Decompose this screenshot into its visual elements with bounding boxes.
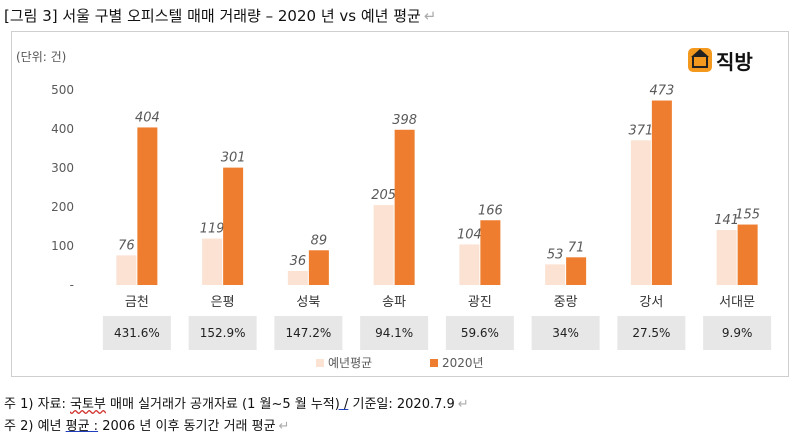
bar-2020 — [308, 250, 329, 285]
data-label: 205 — [371, 188, 396, 203]
data-label: 141 — [714, 213, 739, 228]
percent-label: 59.6% — [461, 326, 499, 340]
percent-box — [274, 316, 343, 350]
y-tick-label: 100 — [51, 239, 74, 253]
data-label: 104 — [457, 227, 482, 242]
legend-label: 예년평균 — [328, 356, 372, 370]
zigbang-logo: 직방 — [688, 46, 753, 74]
bar-2020 — [566, 257, 587, 285]
bar-2020 — [223, 167, 244, 285]
bar-avg — [116, 255, 137, 285]
bar-2020 — [480, 220, 501, 285]
percent-box — [617, 316, 686, 350]
data-label: 155 — [735, 208, 760, 223]
footnote-1: 주 1) 자료: 국토부 매매 실거래가 공개자료 (1 월~5 월 누적) /… — [4, 397, 469, 412]
logo-text: 직방 — [716, 49, 753, 74]
category-label: 성북 — [296, 295, 320, 310]
percent-box — [360, 316, 429, 350]
bar-avg — [630, 140, 651, 285]
legend-label: 2020년 — [442, 356, 484, 370]
percent-box — [703, 316, 772, 350]
y-tick-label: 500 — [51, 83, 74, 97]
percent-box — [188, 316, 257, 350]
data-label: 53 — [547, 247, 564, 262]
category-label: 강서 — [639, 295, 663, 310]
footnote-2: 주 2) 예년 평균 : 2006 년 이후 동기간 거래 평균 ↵ — [4, 419, 290, 434]
percent-box — [531, 316, 600, 350]
house-logo-icon — [688, 48, 712, 72]
unit-label: (단위: 건) — [16, 50, 67, 64]
percent-label: 27.5% — [632, 326, 670, 340]
data-label: 404 — [135, 110, 160, 125]
category-label: 광진 — [468, 295, 492, 310]
percent-label: 94.1% — [375, 326, 413, 340]
bar-avg — [716, 230, 737, 285]
data-label: 36 — [290, 254, 307, 269]
category-label: 중랑 — [554, 295, 578, 310]
percent-label: 152.9% — [200, 326, 246, 340]
paragraph-mark: ↵ — [423, 7, 437, 25]
data-label: 71 — [568, 240, 585, 255]
data-label: 166 — [478, 203, 503, 218]
percent-box — [102, 316, 171, 350]
percent-label: 9.9% — [722, 326, 753, 340]
category-label: 송파 — [382, 295, 406, 310]
y-tick-label: 200 — [51, 200, 74, 214]
legend-swatch — [430, 359, 438, 367]
data-label: 371 — [628, 123, 653, 138]
percent-label: 34% — [552, 326, 579, 340]
bar-avg — [202, 238, 223, 285]
category-label: 은평 — [211, 295, 235, 310]
chart-title: [그림 3] 서울 구별 오피스텔 매매 거래량 – 2020 년 vs 예년 … — [4, 7, 437, 25]
category-label: 서대문 — [719, 295, 755, 310]
data-label: 76 — [118, 238, 135, 253]
percent-box — [445, 316, 514, 350]
bar-2020 — [394, 129, 415, 285]
bar-2020 — [137, 127, 158, 285]
chart-frame — [11, 31, 789, 377]
bar-avg — [373, 205, 394, 285]
bar-avg — [287, 270, 308, 285]
data-label: 301 — [221, 151, 246, 166]
data-label: 89 — [311, 233, 328, 248]
bar-avg — [459, 244, 480, 285]
bar-avg — [545, 264, 566, 285]
data-label: 473 — [649, 84, 674, 99]
data-label: 398 — [392, 113, 417, 128]
percent-label: 431.6% — [114, 326, 160, 340]
legend-swatch — [316, 359, 324, 367]
data-label: 119 — [200, 222, 225, 237]
category-label: 금천 — [125, 295, 149, 310]
y-tick-label: - — [70, 278, 74, 292]
percent-label: 147.2% — [285, 326, 331, 340]
bar-2020 — [651, 100, 672, 285]
y-tick-label: 400 — [51, 122, 74, 136]
bar-2020 — [737, 224, 758, 285]
y-tick-label: 300 — [51, 161, 74, 175]
